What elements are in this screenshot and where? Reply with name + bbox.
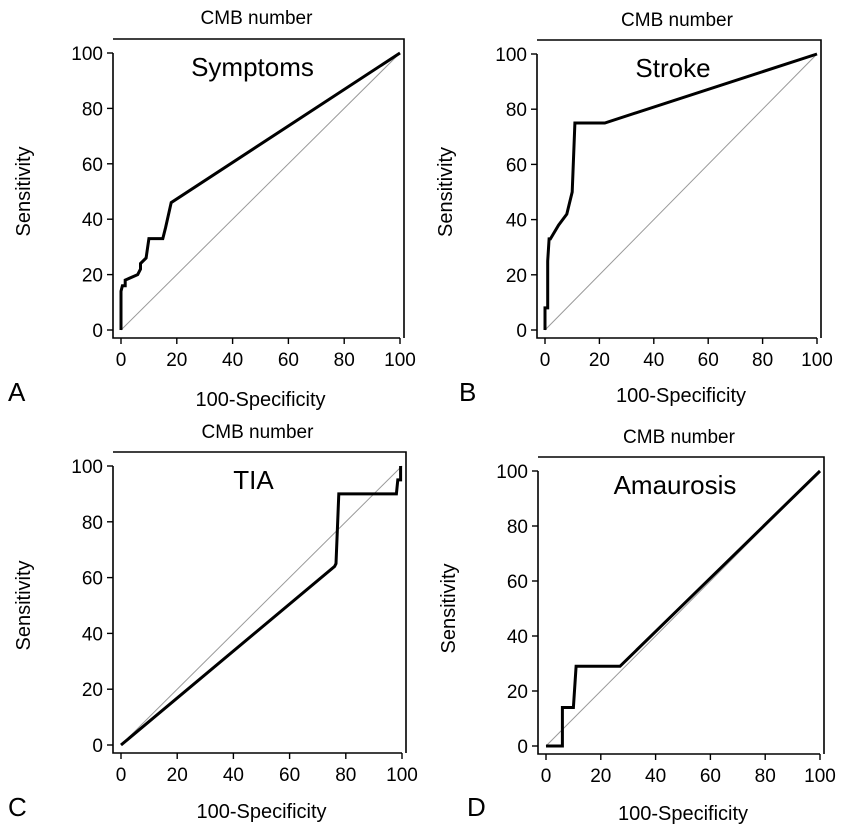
x-tick-label: 80	[334, 350, 355, 371]
x-axis-label: 100-Specificity	[196, 801, 326, 823]
y-tick-label: 100	[496, 462, 528, 483]
x-tick-label: 100	[804, 766, 836, 787]
y-tick-label: 60	[82, 155, 103, 176]
roc-curve	[543, 52, 818, 330]
x-tick-label: 40	[645, 766, 666, 787]
axis-frame	[112, 466, 402, 754]
panel-b: CMB number 0 20 40 60 80 100 0 20 40 60 80 100 100-Sp…	[435, 10, 833, 407]
roc-curve	[546, 469, 822, 748]
plot-box	[538, 456, 825, 754]
y-tick-label: 0	[92, 321, 103, 342]
y-tick-label: 80	[82, 513, 103, 534]
x-tick-label: 40	[643, 350, 664, 371]
y-tick-label: 100	[495, 45, 527, 66]
plot-box	[537, 39, 822, 338]
y-tick-label: 20	[82, 266, 103, 287]
x-tick-label: 20	[167, 765, 188, 786]
y-tick-label: 40	[82, 624, 103, 645]
y-tick-label: 0	[517, 737, 528, 758]
y-axis-label: Sensitivity	[13, 560, 35, 650]
chart-title: Amaurosis	[614, 470, 737, 500]
x-tick-label: 0	[540, 350, 551, 371]
y-tick-label: 20	[82, 680, 103, 701]
chart-title: Stroke	[635, 53, 710, 83]
panel-label: A	[8, 377, 26, 407]
x-tick-label: 80	[752, 350, 773, 371]
plot-box	[113, 38, 405, 338]
axis-frame	[537, 471, 820, 755]
panel-label: D	[467, 792, 486, 822]
y-axis-label: Sensitivity	[438, 563, 460, 653]
x-tick-label: 80	[335, 765, 356, 786]
y-tick-label: 40	[506, 211, 527, 232]
chart-title: TIA	[233, 465, 274, 495]
panel-d: CMB number 0 20 40 60 80 100 0 20 40 60 80 100 100-Sp…	[438, 427, 836, 825]
y-tick-label: 0	[92, 736, 103, 757]
plot-box	[113, 451, 407, 753]
reference-diagonal	[120, 52, 401, 331]
y-tick-label: 60	[507, 572, 528, 593]
x-tick-label: 20	[590, 766, 611, 787]
x-tick-label: 60	[279, 765, 300, 786]
panel-top-title: CMB number	[201, 8, 314, 29]
y-tick-label: 0	[516, 321, 527, 342]
reference-diagonal	[544, 53, 818, 331]
y-tick-label: 60	[506, 155, 527, 176]
y-tick-label: 80	[82, 99, 103, 120]
chart-title: Symptoms	[191, 52, 314, 82]
y-axis-label: Sensitivity	[13, 146, 35, 236]
x-axis-label: 100-Specificity	[618, 803, 748, 825]
x-tick-label: 60	[278, 350, 299, 371]
x-axis-label: 100-Specificity	[195, 389, 325, 411]
y-tick-label: 20	[506, 266, 527, 287]
x-tick-label: 100	[801, 350, 833, 371]
panel-top-title: CMB number	[623, 427, 736, 448]
x-tick-label: 20	[166, 350, 187, 371]
x-tick-label: 60	[700, 766, 721, 787]
x-tick-label: 40	[222, 350, 243, 371]
y-tick-label: 80	[507, 517, 528, 538]
roc-curve	[120, 466, 403, 747]
x-tick-label: 40	[223, 765, 244, 786]
roc-curve	[119, 51, 401, 330]
axis-frame	[536, 54, 817, 339]
panel-a: CMB number 0 20 40 60 80 100 0 20 40 60 80 100 100-Sp…	[8, 8, 416, 411]
y-tick-label: 100	[71, 44, 103, 65]
x-tick-label: 0	[541, 766, 552, 787]
x-axis-label: 100-Specificity	[616, 385, 746, 407]
y-tick-label: 60	[82, 569, 103, 590]
y-tick-label: 80	[506, 100, 527, 121]
x-tick-label: 0	[116, 765, 127, 786]
reference-diagonal	[120, 465, 403, 746]
y-tick-label: 100	[71, 457, 103, 478]
y-tick-label: 20	[507, 682, 528, 703]
x-tick-label: 100	[386, 765, 418, 786]
x-tick-label: 100	[384, 350, 416, 371]
y-tick-label: 40	[82, 210, 103, 231]
axis-frame	[112, 53, 400, 339]
panel-label: C	[8, 792, 27, 822]
x-tick-label: 20	[589, 350, 610, 371]
panel-top-title: CMB number	[621, 10, 734, 31]
y-tick-label: 40	[507, 627, 528, 648]
y-axis-label: Sensitivity	[435, 147, 457, 237]
x-tick-label: 60	[698, 350, 719, 371]
x-tick-label: 80	[755, 766, 776, 787]
panel-top-title: CMB number	[202, 422, 315, 443]
x-tick-label: 0	[116, 350, 127, 371]
panel-c: CMB number 0 20 40 60 80 100 0 20 40 60 80 100 100-Sp…	[8, 422, 418, 823]
panel-label: B	[459, 377, 476, 407]
